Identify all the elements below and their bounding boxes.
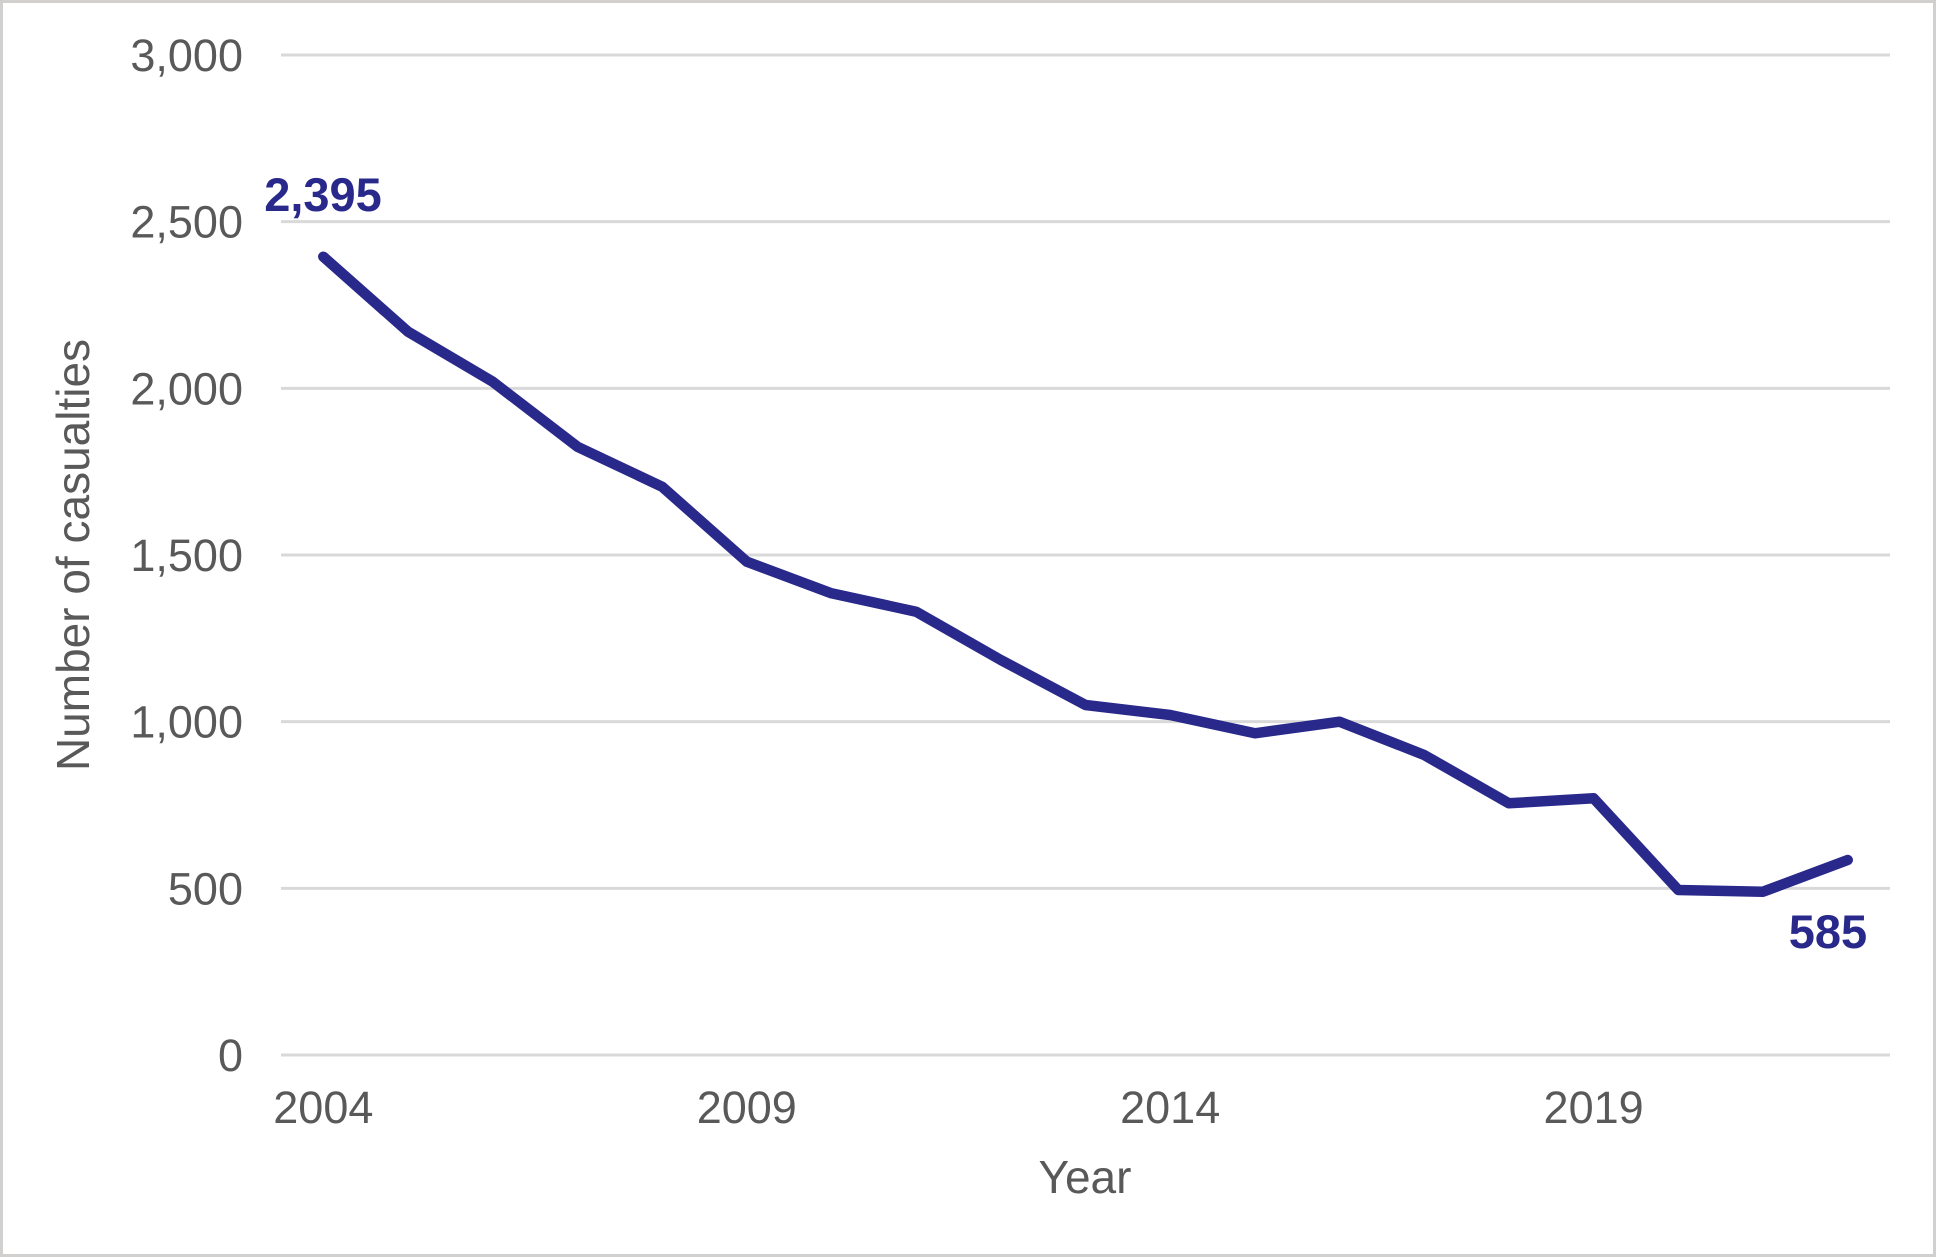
- casualties-line-series: [318, 251, 1853, 897]
- x-tick-label: 2014: [1120, 1082, 1220, 1133]
- y-axis-title: Number of casualties: [47, 339, 99, 771]
- x-axis-title: Year: [1039, 1151, 1132, 1203]
- x-tick-label: 2004: [273, 1082, 373, 1133]
- y-tick-label: 1,500: [130, 530, 243, 581]
- y-tick-label: 2,500: [130, 197, 243, 248]
- x-tick-label: 2019: [1544, 1082, 1644, 1133]
- y-tick-label: 2,000: [130, 363, 243, 414]
- x-axis-tick-labels: 2004 2009 2014 2019: [273, 1082, 1643, 1133]
- y-tick-label: 500: [168, 863, 243, 914]
- gridlines: [281, 53, 1890, 1057]
- last-point-data-label: 585: [1789, 905, 1867, 958]
- y-axis-tick-labels: 0 500 1,000 1,500 2,000 2,500 3,000: [130, 30, 243, 1081]
- first-point-data-label: 2,395: [264, 168, 382, 221]
- y-tick-label: 1,000: [130, 697, 243, 748]
- y-tick-label: 3,000: [130, 30, 243, 81]
- x-tick-label: 2009: [697, 1082, 797, 1133]
- y-tick-label: 0: [218, 1030, 243, 1081]
